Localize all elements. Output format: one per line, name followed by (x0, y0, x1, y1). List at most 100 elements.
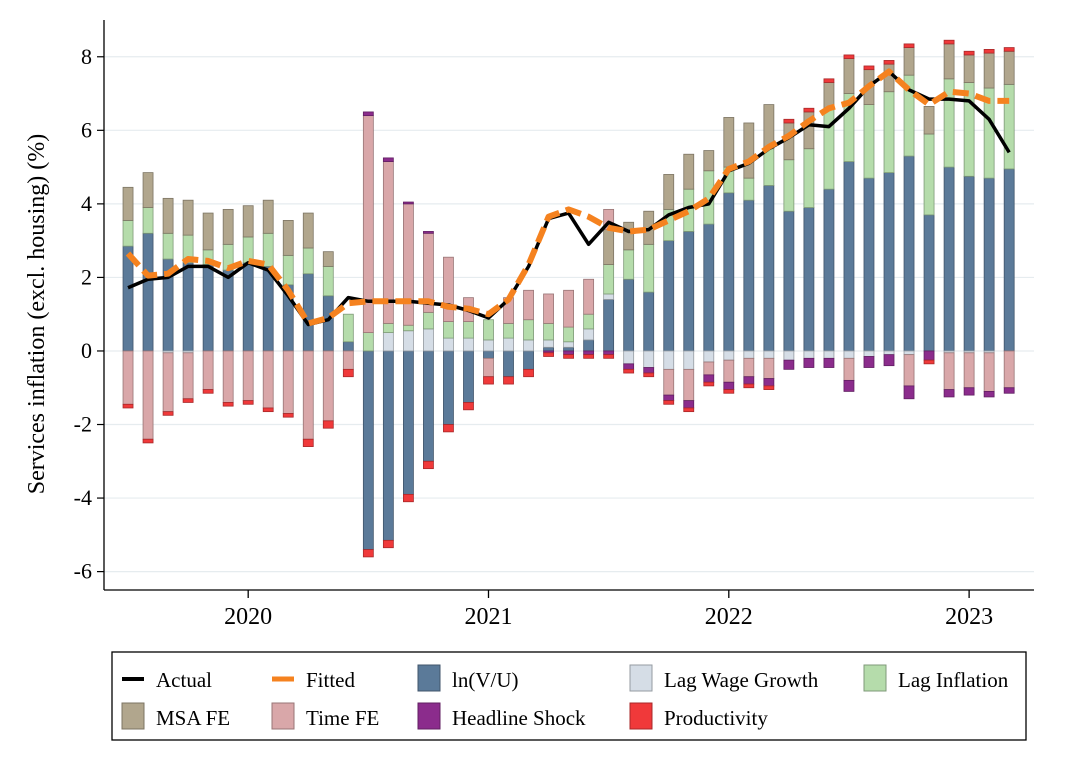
bar-segment-time (903, 354, 915, 387)
bar-segment-headline (923, 350, 935, 361)
bar-segment-msa (883, 63, 895, 93)
bar-segment-prod (603, 354, 615, 359)
bar-segment-headline (843, 379, 855, 392)
bar-segment-msa (923, 106, 935, 135)
bar-segment-wage (483, 339, 494, 352)
bar-segment-wage (783, 350, 795, 361)
bar-segment-msa (983, 52, 995, 89)
fitted-and-actual-lines (125, 68, 1011, 327)
bar-segment-wage (563, 341, 574, 348)
bar-segment-headline (663, 394, 675, 402)
series-line-fitted (125, 68, 1010, 327)
bar-segment-msa (242, 205, 254, 238)
legend-swatch (863, 664, 887, 692)
bar-stack (483, 319, 494, 385)
bar-segment-headline (983, 391, 995, 398)
bar-segment-prod (583, 354, 595, 359)
bar-stack (282, 220, 294, 418)
bar-segment-prod (242, 400, 254, 405)
bar-segment-lnvu (342, 341, 354, 352)
bar-segment-lnvu (222, 269, 234, 352)
bar-segment-prod (803, 107, 815, 113)
bar-segment-wage (723, 350, 735, 361)
bar-segment-lnvu (122, 245, 134, 352)
bar-segment-msa (322, 251, 334, 267)
bar-segment-time (262, 350, 274, 409)
y-tick-label: 6 (81, 117, 92, 142)
bar-stack (503, 297, 514, 385)
bar-segment-wage (403, 330, 414, 352)
bar-segment-msa (1003, 50, 1015, 85)
bar-segment-time (1003, 350, 1015, 389)
bar-segment-lag (783, 159, 795, 212)
bar-stack (222, 208, 234, 407)
bar-segment-msa (262, 199, 274, 234)
legend-entry-lnvu: ln(V/U) (417, 664, 519, 692)
bar-segment-wage (763, 350, 775, 359)
bar-segment-msa (182, 199, 194, 236)
bar-segment-prod (382, 539, 394, 549)
bar-segment-prod (182, 398, 194, 403)
bar-segment-lag (823, 107, 835, 190)
bar-stack (162, 197, 174, 416)
bar-segment-prod (443, 424, 454, 433)
bar-segment-prod (463, 402, 474, 411)
bar-segment-lnvu (623, 278, 635, 352)
bar-segment-lag (543, 322, 554, 341)
axes: -6 -4 -2 0 2 4 6 8 2020 2021 2022 2023 (74, 20, 1034, 630)
legend-label: Actual (156, 668, 212, 692)
bar-segment-lnvu (242, 262, 254, 352)
legend-entry-lag: Lag Inflation (863, 664, 1009, 692)
bar-segment-headline (783, 359, 795, 370)
bar-segment-time (242, 350, 254, 402)
bar-segment-headline (903, 385, 915, 400)
bar-segment-lag (423, 311, 434, 330)
bar-segment-lag (342, 313, 354, 343)
bar-stack (182, 199, 194, 403)
legend: Actual Fitted ln(V/U) Lag Wage Growth Lag In… (111, 651, 1027, 741)
bar-segment-msa (723, 117, 735, 168)
bar-segment-time (583, 278, 595, 315)
bar-stack (823, 78, 835, 368)
bar-segment-prod (663, 400, 675, 405)
bar-stack (563, 289, 574, 359)
bar-stack (863, 65, 875, 368)
bar-segment-msa (703, 150, 715, 172)
bar-stack (142, 172, 154, 444)
bar-segment-headline (723, 381, 735, 390)
bar-stack (382, 157, 394, 549)
bar-segment-headline (382, 157, 394, 162)
bar-stack (843, 54, 855, 392)
bar-stack (803, 107, 815, 368)
bar-segment-prod (222, 402, 234, 407)
bar-segment-msa (623, 221, 635, 251)
bar-segment-headline (563, 350, 574, 356)
bar-segment-headline (763, 378, 775, 387)
bar-segment-time (162, 352, 174, 413)
legend-swatch (629, 702, 653, 730)
bar-segment-lnvu (423, 350, 434, 462)
bar-segment-time (543, 293, 554, 324)
bar-segment-prod (403, 493, 414, 503)
legend-entry-headline: Headline Shock (417, 702, 586, 730)
legend-label: Fitted (306, 668, 356, 692)
y-axis-title: Services inflation (excl. housing) (%) (24, 134, 50, 495)
bar-segment-time (322, 350, 334, 422)
legend-entry-fitted: Fitted (272, 668, 356, 692)
bar-stack (943, 39, 955, 398)
bar-segment-prod (563, 354, 574, 359)
bar-segment-wage (863, 350, 875, 357)
y-tick-label: 2 (81, 264, 92, 289)
bar-stack (523, 289, 534, 378)
bar-segment-lag (963, 82, 975, 177)
bar-segment-msa (162, 197, 174, 234)
bar-segment-lnvu (202, 264, 214, 352)
bar-segment-lnvu (142, 232, 154, 352)
x-tick-label: 2021 (464, 604, 512, 630)
bar-segment-headline (943, 389, 955, 398)
bar-segment-lnvu (403, 350, 414, 495)
legend-label: Time FE (306, 706, 379, 730)
bar-segment-time (743, 357, 755, 378)
bar-segment-lnvu (663, 240, 675, 352)
bar-segment-wage (463, 337, 474, 352)
